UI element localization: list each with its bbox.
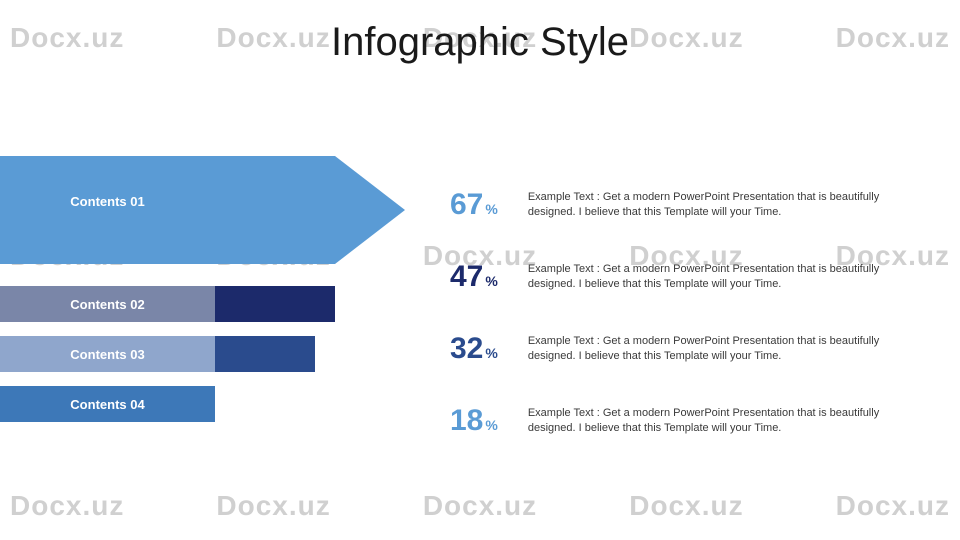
bar-label: Contents 04 [0,386,215,422]
stat-text: Example Text : Get a modern PowerPoint P… [528,406,918,436]
bar-row: Contents 04 [0,386,355,422]
bar-value [215,336,315,372]
arrow-label: Contents 01 [0,194,215,209]
bar-row: Contents 02 [0,286,335,322]
bar-label: Contents 02 [0,286,215,322]
stat-number: 18% [450,404,498,438]
page-title: Infographic Style [0,20,960,65]
stat-number: 32% [450,332,498,366]
slide-content: Infographic Style Contents 01 Contents 02… [0,0,960,540]
stat-row: 32% Example Text : Get a modern PowerPoin… [450,332,930,366]
stat-number: 47% [450,260,498,294]
bar-label: Contents 03 [0,336,215,372]
stat-text: Example Text : Get a modern PowerPoint P… [528,334,918,364]
stat-row: 47% Example Text : Get a modern PowerPoin… [450,260,930,294]
stat-number: 67% [450,188,498,222]
stat-text: Example Text : Get a modern PowerPoint P… [528,190,918,220]
stat-row: 18% Example Text : Get a modern PowerPoin… [450,404,930,438]
bar-row: Contents 03 [0,336,315,372]
bar-value [215,386,355,422]
stat-row: 67% Example Text : Get a modern PowerPoin… [450,188,930,222]
stat-text: Example Text : Get a modern PowerPoint P… [528,262,918,292]
bar-value [215,286,335,322]
